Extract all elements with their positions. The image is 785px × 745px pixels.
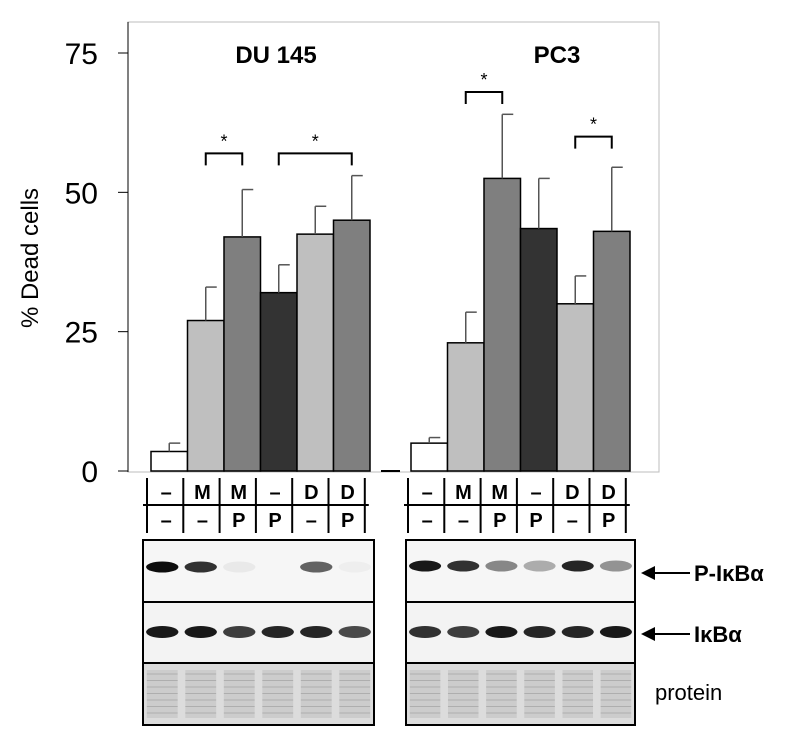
band-ikba-du145-3 [223, 626, 256, 638]
bar-pc3-4 [519, 227, 558, 472]
significance-bracket [574, 135, 613, 149]
table-cell-pc3-r2c6: P [602, 510, 615, 532]
blot-pikba-du145 [142, 539, 375, 603]
svg-text:IκBα: IκBα [694, 622, 742, 647]
band-ikba-pc3-6 [599, 626, 632, 638]
blot-pikba-pc3 [405, 539, 636, 603]
bar-du145-1 [150, 450, 189, 472]
table-cell-pc3-r2c1: – [422, 510, 433, 532]
blot-label-pikba: P-IκBα [641, 561, 764, 586]
band-pikba-du145-6 [339, 562, 371, 573]
table-cell-du145-r2c3: P [232, 510, 245, 532]
band-ikba-pc3-1 [409, 626, 442, 638]
table-cell-du145-r2c2: – [197, 510, 208, 532]
y-axis-label: % Dead cells [17, 188, 44, 328]
western-blots [142, 539, 636, 726]
bar-du145-3 [223, 236, 262, 472]
y-tick-label: 25 [65, 317, 98, 350]
table-cell-pc3-r1c1: – [422, 482, 433, 504]
bar-pc3-2 [446, 342, 485, 472]
band-pikba-pc3-2 [447, 560, 480, 572]
table-cell-du145-r1c1: – [161, 482, 172, 504]
table-cell-du145-r2c5: – [306, 510, 317, 532]
band-pikba-pc3-1 [409, 560, 442, 572]
blot-label-protein: protein [655, 680, 722, 705]
band-pikba-du145-3 [223, 561, 256, 573]
band-ikba-pc3-5 [561, 626, 594, 638]
table-cell-pc3-r2c4: P [529, 510, 542, 532]
bar-pc3-6 [592, 230, 631, 472]
significance-star: * [312, 131, 319, 151]
svg-text:P-IκBα: P-IκBα [694, 561, 764, 586]
blot-label-ikba: IκBα [641, 622, 742, 647]
table-cell-du145-r2c4: P [268, 510, 281, 532]
band-ikba-pc3-4 [523, 626, 556, 638]
band-ikba-du145-5 [300, 626, 333, 638]
band-ikba-du145-1 [146, 626, 179, 638]
bar-pc3-1 [410, 442, 449, 472]
panel-title-du145: DU 145 [235, 42, 316, 69]
table-cell-pc3-r2c3: P [493, 510, 506, 532]
significance-star: * [220, 131, 227, 151]
y-ticks: 0 25 50 75 [65, 38, 128, 489]
band-pikba-du145-5 [300, 561, 333, 573]
y-tick-label: 0 [81, 456, 98, 489]
band-ikba-du145-6 [338, 626, 371, 638]
table-cell-pc3-r2c5: – [567, 510, 578, 532]
significance-bracket [277, 152, 353, 166]
table-cell-du145-r1c6: D [340, 482, 354, 504]
bar-du145-6 [332, 219, 371, 472]
band-ikba-pc3-2 [447, 626, 480, 638]
band-ikba-pc3-3 [485, 626, 518, 638]
blot-ikba-du145 [142, 601, 375, 664]
significance-star: * [480, 70, 487, 90]
significance-bracket [204, 152, 244, 166]
band-pikba-du145-1 [146, 561, 179, 573]
band-pikba-du145-2 [184, 561, 217, 573]
bar-du145-5 [296, 233, 335, 472]
significance-bracket [464, 91, 504, 105]
band-ikba-du145-4 [261, 626, 294, 638]
band-pikba-pc3-4 [523, 560, 556, 572]
table-cell-pc3-r1c4: – [530, 482, 541, 504]
bars-layer: * * * * [150, 70, 631, 472]
blot-protein-du145 [142, 662, 375, 726]
band-pikba-pc3-3 [485, 560, 518, 572]
table-cell-du145-r1c5: D [304, 482, 318, 504]
blot-ikba-pc3 [405, 601, 636, 664]
treatment-table: – M M – D D– – P P – P– M M – D D– – P P – P [143, 478, 630, 533]
table-cell-du145-r1c4: – [269, 482, 280, 504]
table-cell-pc3-r1c3: M [491, 482, 508, 504]
table-cell-du145-r1c2: M [194, 482, 211, 504]
bar-pc3-3 [483, 177, 522, 472]
y-tick-label: 50 [65, 177, 98, 210]
panel-title-pc3: PC3 [534, 42, 581, 69]
band-pikba-pc3-5 [561, 560, 594, 572]
table-cell-pc3-r1c6: D [601, 482, 615, 504]
bar-pc3-5 [556, 303, 595, 472]
table-cell-du145-r2c1: – [161, 510, 172, 532]
y-tick-label: 75 [65, 38, 98, 71]
table-cell-pc3-r1c5: D [565, 482, 579, 504]
band-ikba-du145-2 [184, 626, 217, 638]
bar-du145-2 [186, 319, 225, 472]
significance-star: * [590, 115, 597, 135]
table-cell-du145-r1c3: M [230, 482, 247, 504]
bar-du145-4 [259, 291, 298, 472]
band-pikba-pc3-6 [599, 560, 632, 572]
table-cell-pc3-r1c2: M [455, 482, 472, 504]
blot-protein-pc3 [405, 662, 636, 726]
table-cell-du145-r2c6: P [341, 510, 354, 532]
table-cell-pc3-r2c2: – [458, 510, 469, 532]
